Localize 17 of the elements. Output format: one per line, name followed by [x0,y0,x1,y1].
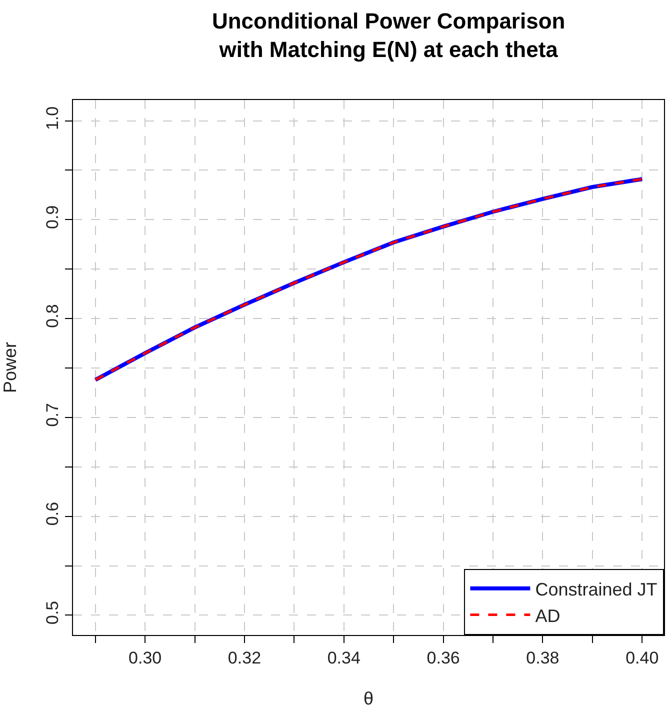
y-tick-label: 0.5 [43,600,62,624]
y-axis-title: Power [0,342,20,394]
x-tick-label: 0.32 [228,648,262,668]
x-axis-title: θ [363,688,374,709]
y-tick-label: 0.8 [43,304,62,328]
legend-label: AD [535,606,560,626]
y-tick-label: 1.0 [43,106,62,130]
x-tick-label: 0.38 [526,648,560,668]
y-tick-label: 0.6 [43,502,62,526]
x-tick-label: 0.40 [626,648,659,668]
x-tick-label: 0.36 [426,648,460,668]
y-tick-label: 0.7 [43,403,62,427]
chart-title: Unconditional Power Comparison with Matching E(N) at each theta [212,8,566,62]
y-tick-label: 0.9 [43,205,62,229]
legend-label: Constrained JT [535,579,658,600]
x-tick-label: 0.30 [128,648,162,668]
x-tick-label: 0.34 [327,648,360,668]
